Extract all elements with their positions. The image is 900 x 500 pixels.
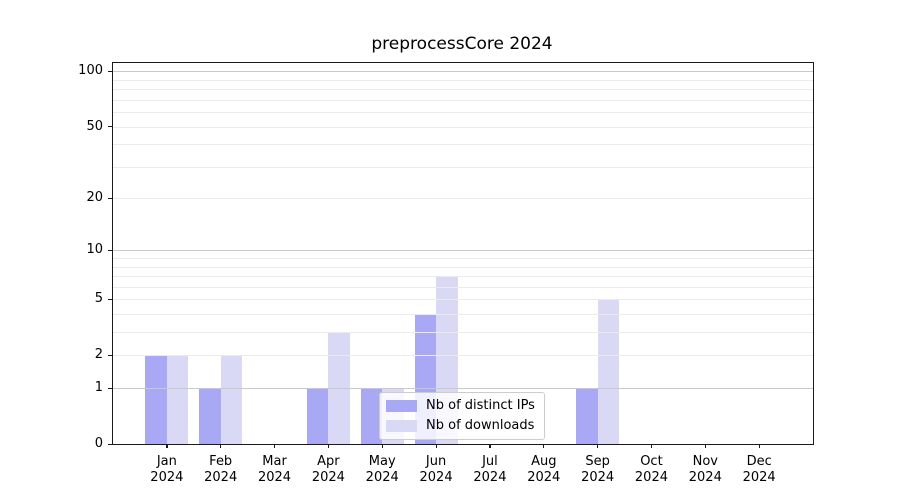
bar-jan-distinct-ips bbox=[145, 355, 167, 444]
y-tick-label: 100 bbox=[78, 63, 103, 79]
x-tick bbox=[489, 444, 491, 448]
gridline-minor bbox=[113, 99, 813, 101]
y-tick-label: 2 bbox=[94, 347, 103, 363]
y-tick-label: 50 bbox=[86, 118, 103, 134]
y-tick-label: 10 bbox=[86, 242, 103, 258]
bar-sep-downloads bbox=[597, 299, 620, 444]
x-tick bbox=[220, 444, 222, 448]
y-tick-label: 0 bbox=[94, 436, 103, 451]
x-tick bbox=[758, 444, 760, 448]
y-tick-label: 20 bbox=[86, 190, 103, 206]
x-tick bbox=[381, 444, 383, 448]
gridline-minor bbox=[113, 126, 813, 128]
bar-may-distinct-ips bbox=[360, 388, 383, 444]
x-tick bbox=[704, 444, 706, 448]
x-tick bbox=[543, 444, 545, 448]
legend-item-distinct-ips: Nb of distinct IPs bbox=[386, 398, 535, 414]
gridline-minor bbox=[113, 144, 813, 146]
gridline-minor bbox=[113, 89, 813, 91]
x-tick-label: Nov 2024 bbox=[688, 454, 722, 485]
legend-item-downloads: Nb of downloads bbox=[386, 418, 535, 434]
legend-swatch-downloads bbox=[386, 420, 417, 432]
x-tick bbox=[166, 444, 168, 448]
gridline-minor bbox=[113, 314, 813, 316]
y-tick bbox=[108, 70, 112, 73]
x-tick-label: May 2024 bbox=[365, 454, 399, 485]
gridline-major bbox=[113, 71, 813, 73]
gridline-minor bbox=[113, 299, 813, 301]
y-tick bbox=[108, 443, 112, 445]
bar-feb-downloads bbox=[220, 355, 243, 444]
y-tick bbox=[108, 197, 112, 199]
gridline-minor bbox=[113, 258, 813, 260]
bar-sep-distinct-ips bbox=[576, 388, 598, 444]
y-tick-label: 5 bbox=[94, 291, 103, 307]
bar-feb-distinct-ips bbox=[199, 388, 221, 444]
gridline-minor bbox=[113, 276, 813, 278]
legend-swatch-distinct-ips bbox=[386, 400, 417, 412]
x-tick bbox=[327, 444, 330, 448]
gridline-minor bbox=[113, 112, 813, 114]
x-tick-label: Apr 2024 bbox=[311, 454, 345, 485]
y-tick bbox=[108, 249, 112, 252]
x-tick-label: Jul 2024 bbox=[473, 454, 507, 485]
x-tick bbox=[597, 444, 599, 448]
x-tick-label: Sep 2024 bbox=[581, 454, 615, 485]
gridline-minor bbox=[113, 332, 813, 334]
y-tick bbox=[108, 354, 112, 356]
legend: Nb of distinct IPs Nb of downloads bbox=[379, 392, 545, 440]
legend-label-downloads: Nb of downloads bbox=[426, 418, 535, 433]
x-tick-label: Oct 2024 bbox=[634, 454, 668, 485]
bar-apr-distinct-ips bbox=[306, 388, 329, 444]
x-tick bbox=[650, 444, 653, 448]
gridline-minor bbox=[113, 355, 813, 357]
x-tick-label: Jun 2024 bbox=[419, 454, 453, 485]
x-tick-label: Feb 2024 bbox=[204, 454, 238, 485]
gridline-minor bbox=[113, 79, 813, 81]
gridline-minor bbox=[113, 166, 813, 168]
y-tick bbox=[108, 298, 112, 300]
x-tick-label: Dec 2024 bbox=[742, 454, 776, 485]
y-tick-label: 1 bbox=[94, 380, 103, 396]
chart-title: preprocessCore 2024 bbox=[371, 34, 553, 54]
y-tick bbox=[108, 387, 112, 389]
plot-area: 0 1 2 5 10 20 50 100 Jan 2024 Feb 2024 Mar 2024 Apr… bbox=[78, 62, 814, 485]
gridline-major bbox=[113, 250, 813, 252]
x-tick bbox=[435, 444, 437, 448]
x-tick-label: Aug 2024 bbox=[527, 454, 561, 485]
bar-jan-downloads bbox=[166, 355, 189, 444]
gridline-minor bbox=[113, 266, 813, 268]
legend-label-distinct-ips: Nb of distinct IPs bbox=[426, 398, 535, 413]
x-tick-label: Jan 2024 bbox=[150, 454, 184, 485]
x-tick bbox=[274, 444, 276, 448]
x-tick-label: Mar 2024 bbox=[257, 454, 292, 485]
gridline-minor bbox=[113, 198, 813, 200]
y-tick bbox=[108, 126, 112, 128]
gridline-minor bbox=[113, 286, 813, 288]
gridline-major bbox=[113, 388, 813, 390]
